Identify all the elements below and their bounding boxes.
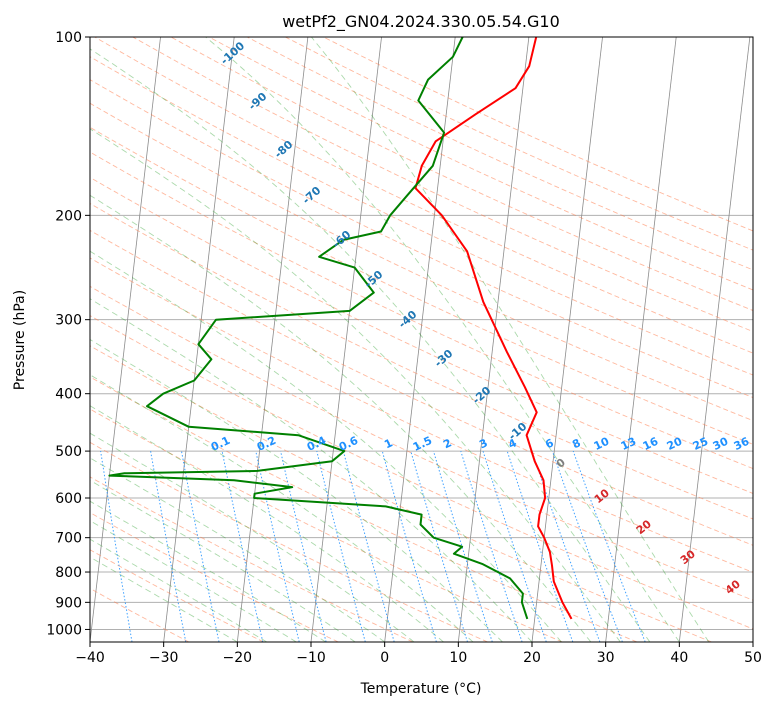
x-tick-label: 10 (449, 650, 467, 666)
plot-frame (89, 36, 754, 643)
y-axis-label: Pressure (hPa) (12, 290, 28, 390)
mixing-ratio-line (551, 450, 623, 642)
x-tick-label: 20 (523, 650, 541, 666)
profile-line (414, 37, 573, 620)
dry-adiabat-line (90, 315, 753, 630)
dry-adiabat-line (132, 37, 753, 333)
dry-adiabat-line (90, 102, 753, 422)
moist-adiabat-line (90, 194, 592, 642)
mixing-ratio-line (100, 451, 133, 642)
x-tick-label: 0 (380, 650, 389, 666)
background-lines (90, 37, 753, 642)
x-tick-label: 30 (597, 650, 615, 666)
x-axis-label: Temperature (°C) (360, 681, 482, 697)
mixing-ratio-label: 13 (619, 435, 638, 453)
dry-adiabat-line (90, 587, 190, 642)
mixing-ratio-line (506, 450, 574, 642)
y-tick-label: 300 (55, 313, 82, 329)
moist-adiabat-line (90, 538, 268, 642)
mixing-ratio-line (433, 450, 493, 642)
moist-adiabat-line (90, 520, 297, 642)
dry-adiabat-line (90, 126, 753, 445)
moist-adiabat-line (311, 37, 710, 642)
moist-adiabat-line (90, 250, 562, 642)
dry-adiabat-line (90, 345, 712, 642)
moist-adiabat-line (205, 37, 680, 642)
y-tick-label: 800 (55, 565, 82, 581)
y-tick-label: 400 (55, 387, 82, 403)
isotherm-line (310, 37, 382, 642)
y-tick-label: 700 (55, 531, 82, 547)
dry-adiabat-line (90, 476, 414, 642)
isotherm-line (457, 37, 530, 642)
isotherm-line (236, 37, 309, 642)
dry-adiabat-line (90, 549, 264, 642)
y-tick-label: 500 (55, 444, 82, 460)
mixing-ratio-line (316, 450, 366, 642)
series-layer (108, 37, 573, 620)
mixing-ratio-line (280, 450, 327, 642)
moist-adiabat-line (90, 128, 621, 642)
isotherm-line (531, 37, 603, 642)
moist-adiabat-line (90, 338, 503, 642)
profile-line (108, 37, 529, 620)
x-tick-label: −10 (296, 650, 326, 666)
mixing-ratio-label: 20 (665, 435, 685, 453)
mixing-ratio-line (531, 450, 601, 642)
mixing-ratio-line (410, 450, 468, 642)
dry-adiabat-line (90, 257, 753, 573)
x-tick-label: 40 (670, 650, 688, 666)
dry-adiabat-line (90, 79, 753, 399)
mixing-ratio-line (150, 451, 187, 642)
moist-adiabat-line (90, 374, 474, 642)
y-tick-label: 100 (55, 30, 82, 46)
moist-adiabat-line (90, 457, 385, 642)
mixing-ratio-label: 25 (691, 435, 710, 453)
mixing-ratio-line (482, 450, 547, 642)
moist-adiabat-line (90, 298, 533, 642)
dry-adiabat-line (94, 37, 753, 354)
isotherm-line (605, 37, 677, 642)
mixing-ratio-line (381, 450, 437, 642)
x-tick-label: −40 (75, 650, 105, 666)
mixing-ratio-line (572, 450, 646, 642)
mixing-ratio-label: 16 (641, 435, 661, 453)
isotherm-line (384, 37, 456, 642)
dry-adiabat-line (90, 408, 563, 642)
moist-adiabat-line (90, 48, 651, 642)
dry-adiabat-line (90, 285, 753, 601)
chart-title: wetPf2_GN04.2024.330.05.54.G10 (282, 12, 560, 32)
dry-adiabat-line (90, 229, 753, 546)
isotherm-line (90, 37, 161, 642)
y-tick-label: 900 (55, 595, 82, 611)
mixing-ratio-line (342, 450, 395, 642)
x-tick-label: −30 (149, 650, 179, 666)
mixing-ratio-line (460, 450, 523, 642)
mixing-ratio-label: 36 (732, 435, 752, 453)
x-tick-label: 50 (744, 650, 762, 666)
mixing-ratio-label: 10 (592, 435, 612, 453)
moist-adiabat-line (90, 556, 238, 642)
y-tick-label: 200 (55, 208, 82, 224)
moist-adiabat-line (90, 432, 415, 642)
isotherm-line (678, 37, 751, 642)
mixing-ratio-label: 30 (711, 435, 731, 453)
dry-adiabat-line (170, 37, 753, 311)
dry-adiabat-line (90, 56, 753, 376)
y-tick-label: 1000 (46, 622, 82, 638)
dry-adiabat-line (90, 176, 753, 494)
isotherm-line (163, 37, 235, 642)
dry-adiabat-line (90, 441, 488, 642)
x-axis-ticks: −40 −30 −20 −10 0 10 20 30 40 50 (75, 642, 762, 666)
dry-adiabat-line (90, 376, 638, 642)
y-tick-label: 600 (55, 491, 82, 507)
y-axis-ticks: 100 200 300 400 500 600 700 800 900 1000 (46, 30, 90, 638)
dry-adiabat-line (90, 203, 753, 520)
x-tick-label: −20 (223, 650, 253, 666)
